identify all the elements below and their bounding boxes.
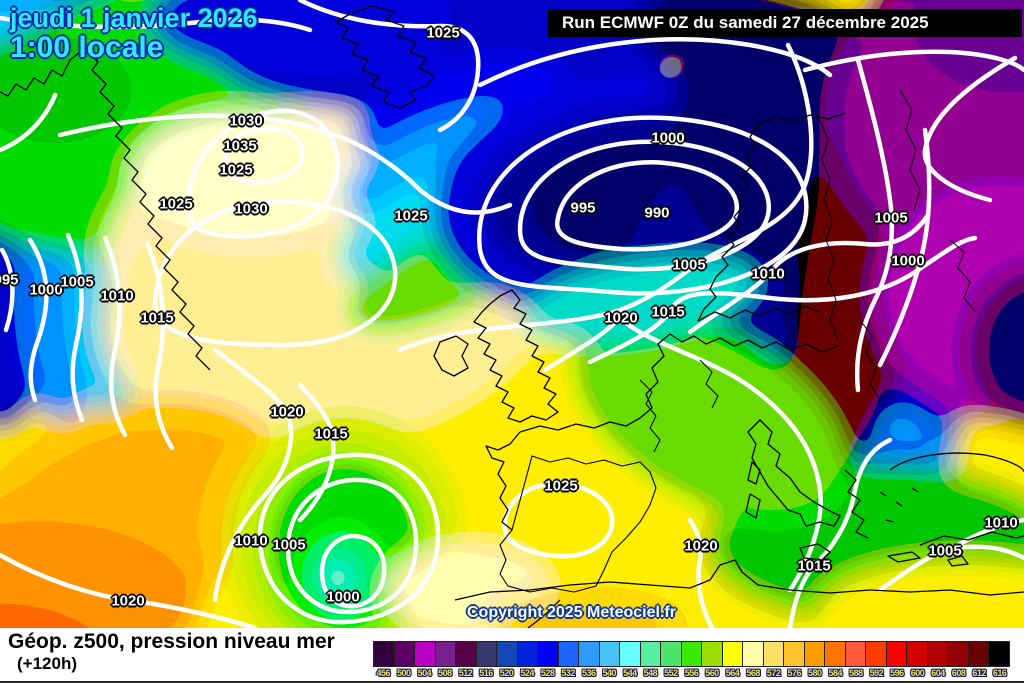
weather-map-svg [0,0,1024,628]
colorbar-cell [927,642,949,666]
date-text: jeudi 1 janvier 2026 [10,3,258,33]
colorbar-value: 512 [458,668,473,678]
colorbar-cell [804,642,826,666]
time-text: 1:00 locale [10,31,164,65]
colorbar-value: 520 [499,668,514,678]
colorbar-value: 576 [787,668,801,678]
colorbar-value: 532 [561,668,575,678]
colorbar-value: 612 [972,668,986,678]
colorbar-cells [373,641,1010,667]
colorbar-value: 600 [910,668,925,678]
footer-bar: Géop. z500, pression niveau mer (+120h) … [0,628,1024,683]
colorbar-cell [661,642,682,666]
colorbar-value: 552 [664,668,678,678]
copyright-text: Copyright 2025 Meteociel.fr [467,604,676,621]
colorbar-cell [415,642,436,666]
colorbar-value: 528 [540,668,555,678]
colorbar-value: 568 [746,668,760,678]
colorbar-cell [948,642,969,666]
colorbar-value: 556 [684,668,699,678]
colorbar-cell [640,642,662,666]
map-title: Géop. z500, pression niveau mer [8,630,335,653]
geopotential-color-field [0,0,1024,628]
colorbar-cell [681,642,703,666]
coastlines [0,5,1024,628]
colorbar-cell [599,642,621,666]
colorbar-cell [763,642,785,666]
colorbar-value: 596 [890,668,904,678]
colorbar-value: 588 [849,668,863,678]
colorbar-cell [517,642,539,666]
colorbar-value: 536 [581,668,596,678]
colorbar-cell [907,642,928,666]
colorbar-cell [435,642,457,666]
colorbar-value: 540 [602,668,617,678]
colorbar-cell [989,642,1009,666]
colorbar-value: 564 [725,668,740,678]
colorbar-value: 616 [992,668,1007,678]
date-block: jeudi 1 janvier 2026 1:00 locale [10,4,258,64]
colorbar-cell [702,642,723,666]
map-area: 1025 1030 1035 1025 1025 1030 1025 1000 995 990 10… [0,0,1024,628]
colorbar-value: 584 [828,668,843,678]
colorbar-cell [620,642,641,666]
colorbar-cell [784,642,805,666]
colorbar-value: 500 [397,668,411,678]
colorbar-cell [579,642,600,666]
colorbar-cell [497,642,518,666]
colorbar-cell [845,642,867,666]
colorbar-cell [394,642,416,666]
colorbar: 456 500 504 508 512 516 520 524 528 532 536 540 544 5… [373,641,1010,678]
colorbar-cell [968,642,990,666]
colorbar-value: 560 [705,668,719,678]
isobar-contours [0,0,1024,628]
colorbar-value: 580 [807,668,822,678]
colorbar-cell [722,642,744,666]
colorbar-value: 548 [643,668,658,678]
colorbar-cell [558,642,580,666]
run-info-text: Run ECMWF 0Z du samedi 27 décembre 2025 [562,13,929,32]
colorbar-value: 544 [623,668,637,678]
colorbar-value: 604 [931,668,945,678]
colorbar-value: 608 [951,668,966,678]
colorbar-cell [456,642,477,666]
colorbar-cell [374,642,395,666]
colorbar-cell [538,642,559,666]
colorbar-value: 504 [417,668,432,678]
colorbar-cell [476,642,498,666]
forecast-hour: (+120h) [17,654,77,673]
colorbar-value: 524 [520,668,534,678]
colorbar-cell [825,642,846,666]
colorbar-value: 456 [376,668,391,678]
colorbar-cell [866,642,887,666]
colorbar-labels: 456 500 504 508 512 516 520 524 528 532 536 540 544 5… [373,668,1010,678]
run-info-box: Run ECMWF 0Z du samedi 27 décembre 2025 [548,9,1022,37]
colorbar-value: 572 [766,668,781,678]
colorbar-value: 592 [869,668,884,678]
colorbar-cell [886,642,908,666]
colorbar-cell [743,642,764,666]
colorbar-value: 516 [479,668,493,678]
colorbar-value: 508 [438,668,452,678]
